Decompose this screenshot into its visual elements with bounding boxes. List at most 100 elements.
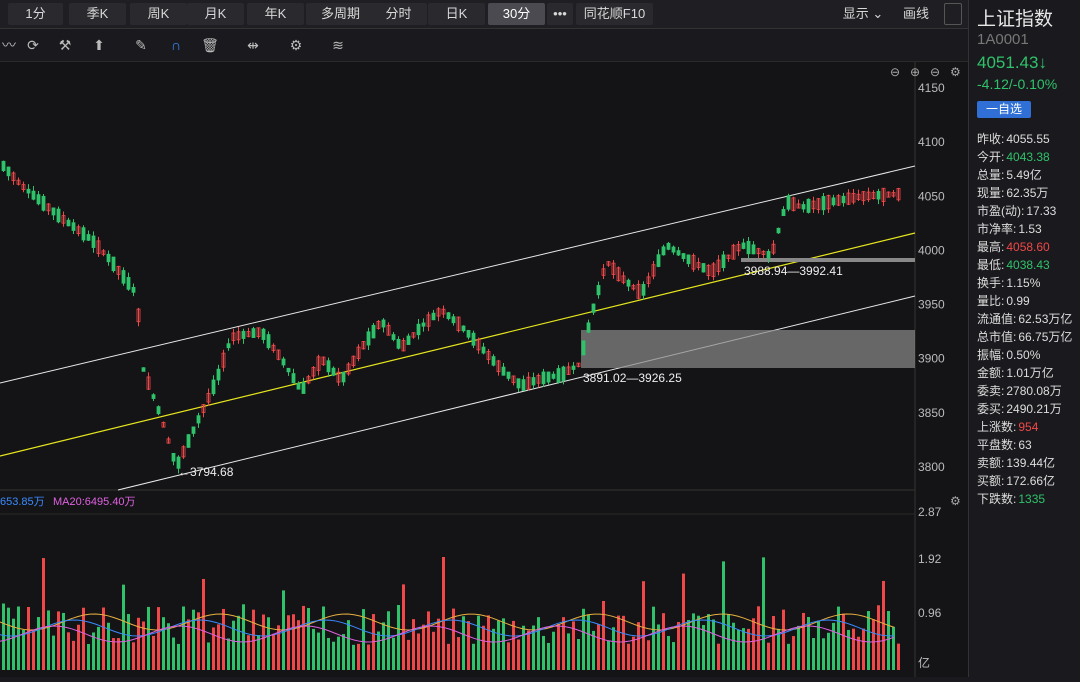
volume-bar [807, 616, 810, 670]
volume-bar [132, 642, 135, 670]
volume-bar [622, 615, 625, 670]
volume-bar [32, 630, 35, 670]
volume-bar [437, 618, 440, 670]
candle [191, 426, 196, 434]
tab-3[interactable]: 月K [187, 3, 244, 25]
tab-5[interactable]: 多周期 [306, 3, 375, 25]
tab-0[interactable]: 1分 [8, 3, 63, 25]
gear-icon[interactable]: ⚙ [289, 37, 303, 53]
tab-10[interactable]: 同花顺F10 [576, 3, 653, 25]
chart-area[interactable]: 4150 4100 4050 4000 3950 3900 3850 3800 ←3794.68… [0, 62, 968, 677]
volume-bar [777, 628, 780, 670]
trash-icon[interactable]: 🗑 [201, 37, 219, 53]
candle [11, 172, 16, 182]
volume-bar [152, 635, 155, 670]
volume-bar [602, 600, 605, 670]
candle [876, 190, 881, 200]
fib-icon[interactable]: ⚒ [58, 37, 72, 53]
channel-lower [117, 295, 916, 491]
volume-bar [632, 636, 635, 670]
quote-value: 4043.38 [1006, 150, 1050, 164]
zoom-control-icon[interactable]: ⊖ [930, 65, 940, 79]
ma-legend-1: 653.85万 [0, 496, 45, 508]
draw-line-button[interactable]: 画线 [902, 6, 929, 21]
volume-bar [407, 639, 410, 670]
volume-bar [167, 623, 170, 670]
volume-tick: 1.92 [918, 552, 942, 566]
quote-value: 1.15% [1006, 276, 1041, 290]
volume-bar [617, 615, 620, 670]
tab-9[interactable]: ••• [547, 3, 573, 25]
volume-bar [117, 638, 120, 670]
pencil-icon[interactable]: ✎ [135, 37, 147, 53]
price-tick: 3800 [918, 460, 945, 474]
volume-tick: 2.87 [918, 505, 942, 519]
volume-bar [467, 621, 470, 670]
zoom-control-icon[interactable]: ⚙ [950, 65, 961, 79]
volume-bar [387, 611, 390, 670]
cycle-icon[interactable]: ⟳ [27, 37, 39, 53]
candle [351, 355, 356, 366]
volume-bar [707, 614, 710, 670]
volume-tick: 0.96 [918, 606, 942, 620]
zoom-control-icon[interactable]: ⊖ [890, 65, 900, 79]
tab-7[interactable]: 日K [428, 3, 485, 25]
candle [691, 255, 696, 270]
candle [776, 227, 781, 234]
quote-row: 量比: 0.99 [977, 292, 1030, 309]
arrow-up-icon[interactable]: ⬆ [93, 37, 105, 53]
candle [661, 246, 666, 256]
candle [491, 356, 496, 366]
volume-bar [62, 612, 65, 670]
volume-bar [747, 628, 750, 670]
wave-icon[interactable]: 〰 [2, 37, 16, 53]
zoom-control-icon[interactable]: ⊕ [910, 65, 920, 79]
tab-1[interactable]: 季K [69, 3, 126, 25]
layers-icon[interactable]: ≋ [332, 37, 344, 53]
volume-bar [742, 628, 745, 670]
volume-bar [702, 625, 705, 670]
volume-bar [757, 606, 760, 670]
candle [146, 376, 151, 390]
stock-change: -4.12/-0.10% [977, 76, 1058, 92]
tab-2[interactable]: 周K [130, 3, 187, 25]
panel-toggle-icon[interactable] [944, 3, 962, 25]
candle [851, 192, 856, 203]
candle [196, 415, 201, 424]
channel-middle [0, 232, 916, 457]
display-button[interactable]: 显示 ⌄ [842, 6, 884, 21]
price-tick: 4150 [918, 81, 945, 95]
candle [716, 259, 721, 272]
channel-upper [0, 165, 916, 384]
volume-bar [67, 632, 70, 670]
candle [826, 195, 831, 210]
candle [456, 316, 461, 331]
volume-bar [497, 620, 500, 670]
tab-8[interactable]: 30分 [488, 3, 545, 25]
candle [1, 160, 6, 172]
quote-value: 63 [1018, 438, 1032, 452]
candle [266, 334, 271, 349]
candle [396, 338, 401, 349]
period-tab-bar: 1分 季K 周K 月K 年K 多周期 分时 日K 30分 ••• 同花顺F10 显示 ⌄ 画线 [0, 0, 968, 29]
quote-value: 1.53 [1018, 222, 1042, 236]
price-annotation: ←3794.68 [178, 465, 234, 479]
volume-settings-icon[interactable]: ⚙ [950, 494, 961, 508]
candle [226, 343, 231, 349]
candle [16, 179, 21, 185]
magnet-icon[interactable]: ∩ [170, 37, 182, 53]
candle [251, 328, 256, 338]
candle [186, 434, 191, 448]
candle [216, 368, 221, 381]
split-icon[interactable]: ⇹ [247, 37, 259, 53]
kline-chart[interactable]: 4150 4100 4050 4000 3950 3900 3850 3800 ←3794.68… [0, 62, 968, 677]
candle [236, 331, 241, 341]
tab-6[interactable]: 分时 [370, 3, 427, 25]
ma-legend-20: MA20:6495.40万 [53, 496, 136, 508]
volume-bar [567, 633, 570, 670]
volume-bar [377, 631, 380, 670]
tab-4[interactable]: 年K [247, 3, 304, 25]
quote-value: 0.50% [1006, 348, 1041, 362]
add-watchlist-button[interactable]: 一自选 [977, 101, 1031, 118]
candle [446, 312, 451, 320]
